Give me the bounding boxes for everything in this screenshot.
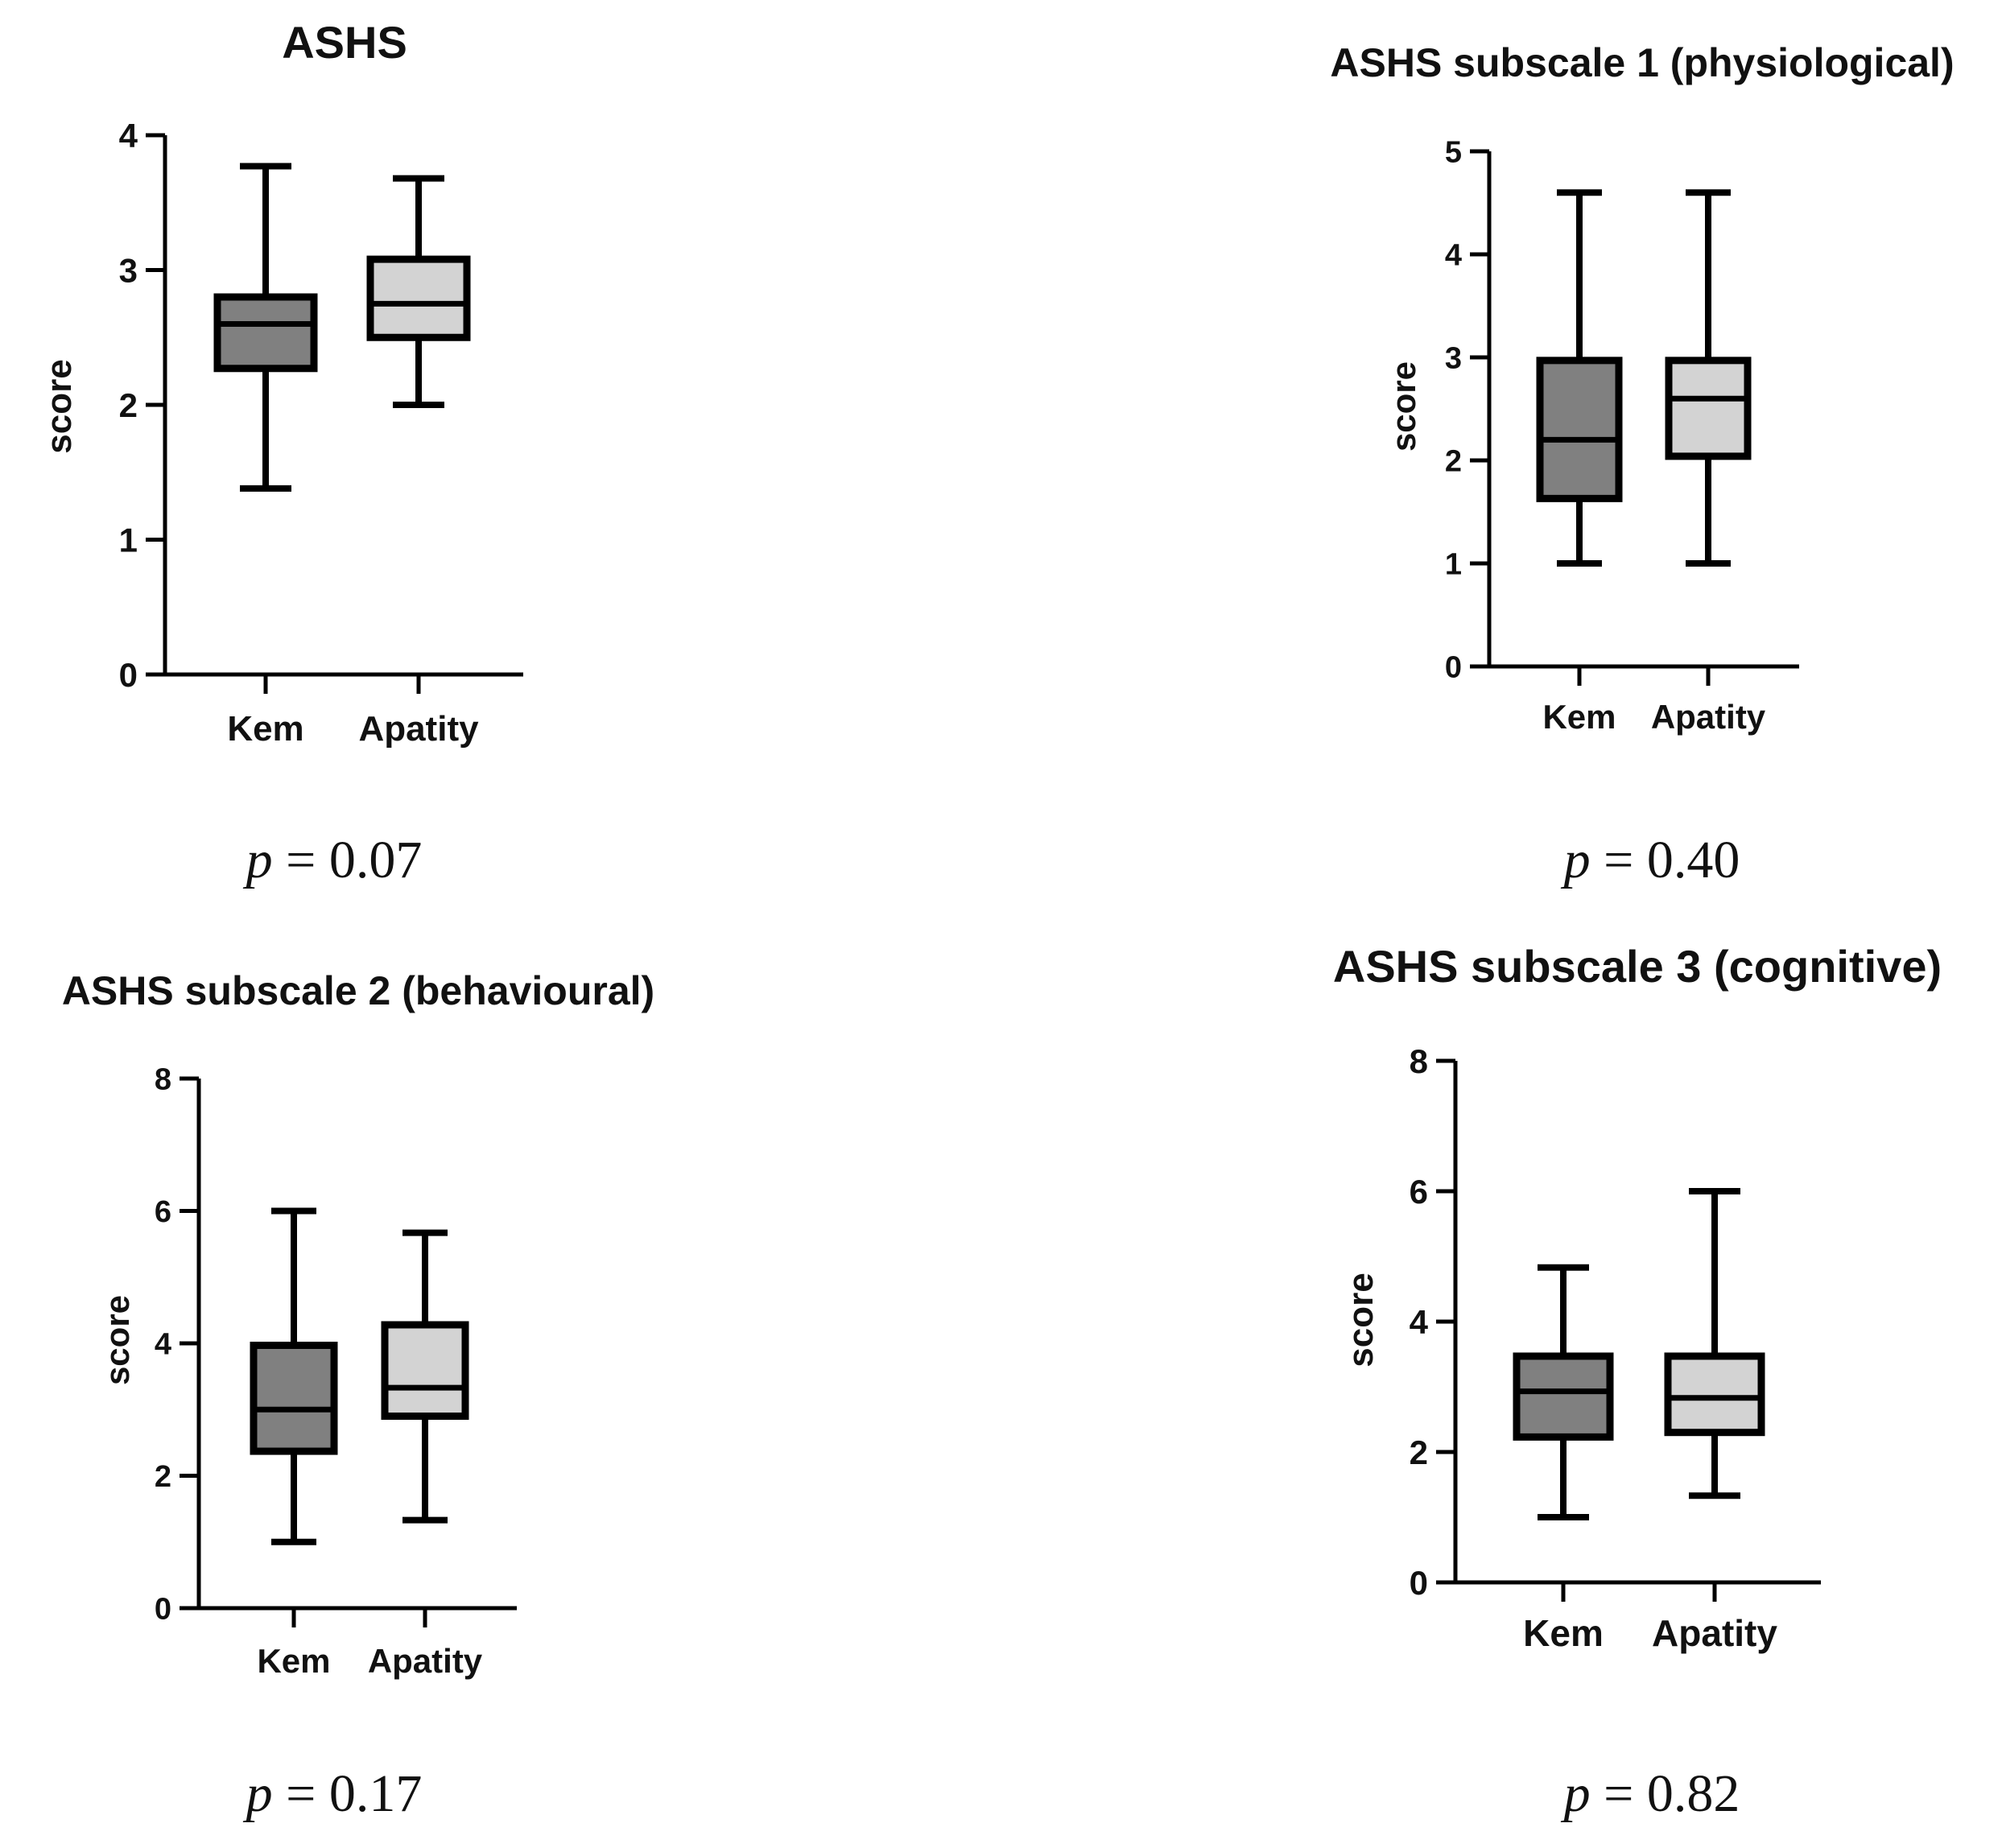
chart-panel-2: ASHS subscale 1 (physiological) 0 1 2 3 4 5 sco… (1330, 40, 1954, 889)
y-tick-label: 3 (1445, 342, 1462, 376)
box-apatity (1664, 1188, 1765, 1499)
iqr-box (1513, 1352, 1614, 1441)
x-tick-label: Kem (227, 709, 303, 749)
y-tick-label: 6 (1410, 1173, 1428, 1211)
box-apatity (1665, 189, 1752, 567)
p-symbol: p (1561, 1764, 1591, 1823)
iqr-box (250, 1341, 338, 1455)
y-tick-label: 4 (119, 117, 138, 155)
p-value-label: p = 0.40 (1561, 831, 1740, 889)
y-tick-label: 4 (1445, 239, 1462, 273)
y-axis-label: score (1385, 361, 1422, 452)
y-tick-label: 1 (119, 522, 138, 559)
chart-panel-3: ASHS subscale 2 (behavioural) 0 2 4 6 8 score K… (62, 968, 654, 1823)
iqr-box (213, 293, 318, 373)
x-tick-label: Kem (257, 1642, 330, 1680)
iqr-box (1664, 1352, 1765, 1437)
p-value-label: p = 0.82 (1561, 1764, 1740, 1823)
iqr-box (366, 255, 471, 341)
y-tick-label: 0 (119, 656, 138, 694)
y-axis-label: score (39, 359, 79, 453)
box-kem (213, 163, 318, 492)
p-value: = 0.82 (1591, 1764, 1740, 1823)
chart-title: ASHS subscale 3 (cognitive) (1333, 941, 1942, 992)
x-tick-label: Apatity (358, 709, 479, 749)
chart-panel-4: ASHS subscale 3 (cognitive) 0 2 4 6 8 score Kem… (1333, 941, 1942, 1823)
box-kem (1536, 189, 1623, 567)
chart-panel-1: ASHS 0 1 2 3 4 score Kem Apatity p = 0.07 (39, 17, 523, 889)
y-tick-label: 1 (1445, 548, 1462, 582)
y-tick-label: 4 (1410, 1303, 1429, 1341)
p-value: = 0.17 (273, 1764, 423, 1823)
p-value-label: p = 0.07 (243, 831, 423, 889)
p-symbol: p (243, 831, 273, 889)
x-tick-label: Apatity (1651, 698, 1766, 736)
box-apatity (366, 175, 471, 408)
y-tick-label: 0 (155, 1593, 171, 1627)
p-value: = 0.40 (1591, 831, 1740, 889)
p-value: = 0.07 (273, 831, 423, 889)
y-axis-label: score (1341, 1273, 1381, 1367)
y-tick-label: 2 (119, 386, 138, 424)
y-tick-label: 6 (155, 1195, 171, 1229)
y-axis-label: score (98, 1295, 136, 1385)
iqr-box (1536, 357, 1623, 502)
x-tick-label: Kem (1523, 1612, 1604, 1654)
y-tick-label: 8 (1410, 1042, 1428, 1080)
p-symbol: p (1561, 831, 1591, 889)
box-apatity (381, 1229, 469, 1524)
box-kem (1513, 1264, 1614, 1520)
chart-title: ASHS subscale 2 (behavioural) (62, 968, 654, 1013)
chart-title: ASHS (282, 17, 407, 68)
x-tick-label: Apatity (368, 1642, 483, 1680)
p-value-label: p = 0.17 (243, 1764, 423, 1823)
y-tick-label: 2 (1410, 1433, 1428, 1471)
iqr-box (1665, 357, 1752, 460)
iqr-box (381, 1321, 469, 1420)
x-tick-label: Kem (1542, 698, 1616, 736)
y-tick-label: 3 (119, 252, 138, 290)
y-tick-label: 0 (1410, 1564, 1428, 1602)
p-symbol: p (243, 1764, 273, 1823)
x-tick-label: Apatity (1652, 1612, 1777, 1654)
y-tick-label: 0 (1445, 651, 1462, 685)
y-tick-label: 4 (155, 1328, 171, 1362)
chart-title: ASHS subscale 1 (physiological) (1330, 40, 1954, 85)
box-kem (250, 1207, 338, 1545)
y-tick-label: 2 (155, 1460, 171, 1494)
y-tick-label: 5 (1445, 136, 1462, 170)
y-tick-label: 8 (155, 1063, 171, 1097)
y-tick-label: 2 (1445, 445, 1462, 479)
